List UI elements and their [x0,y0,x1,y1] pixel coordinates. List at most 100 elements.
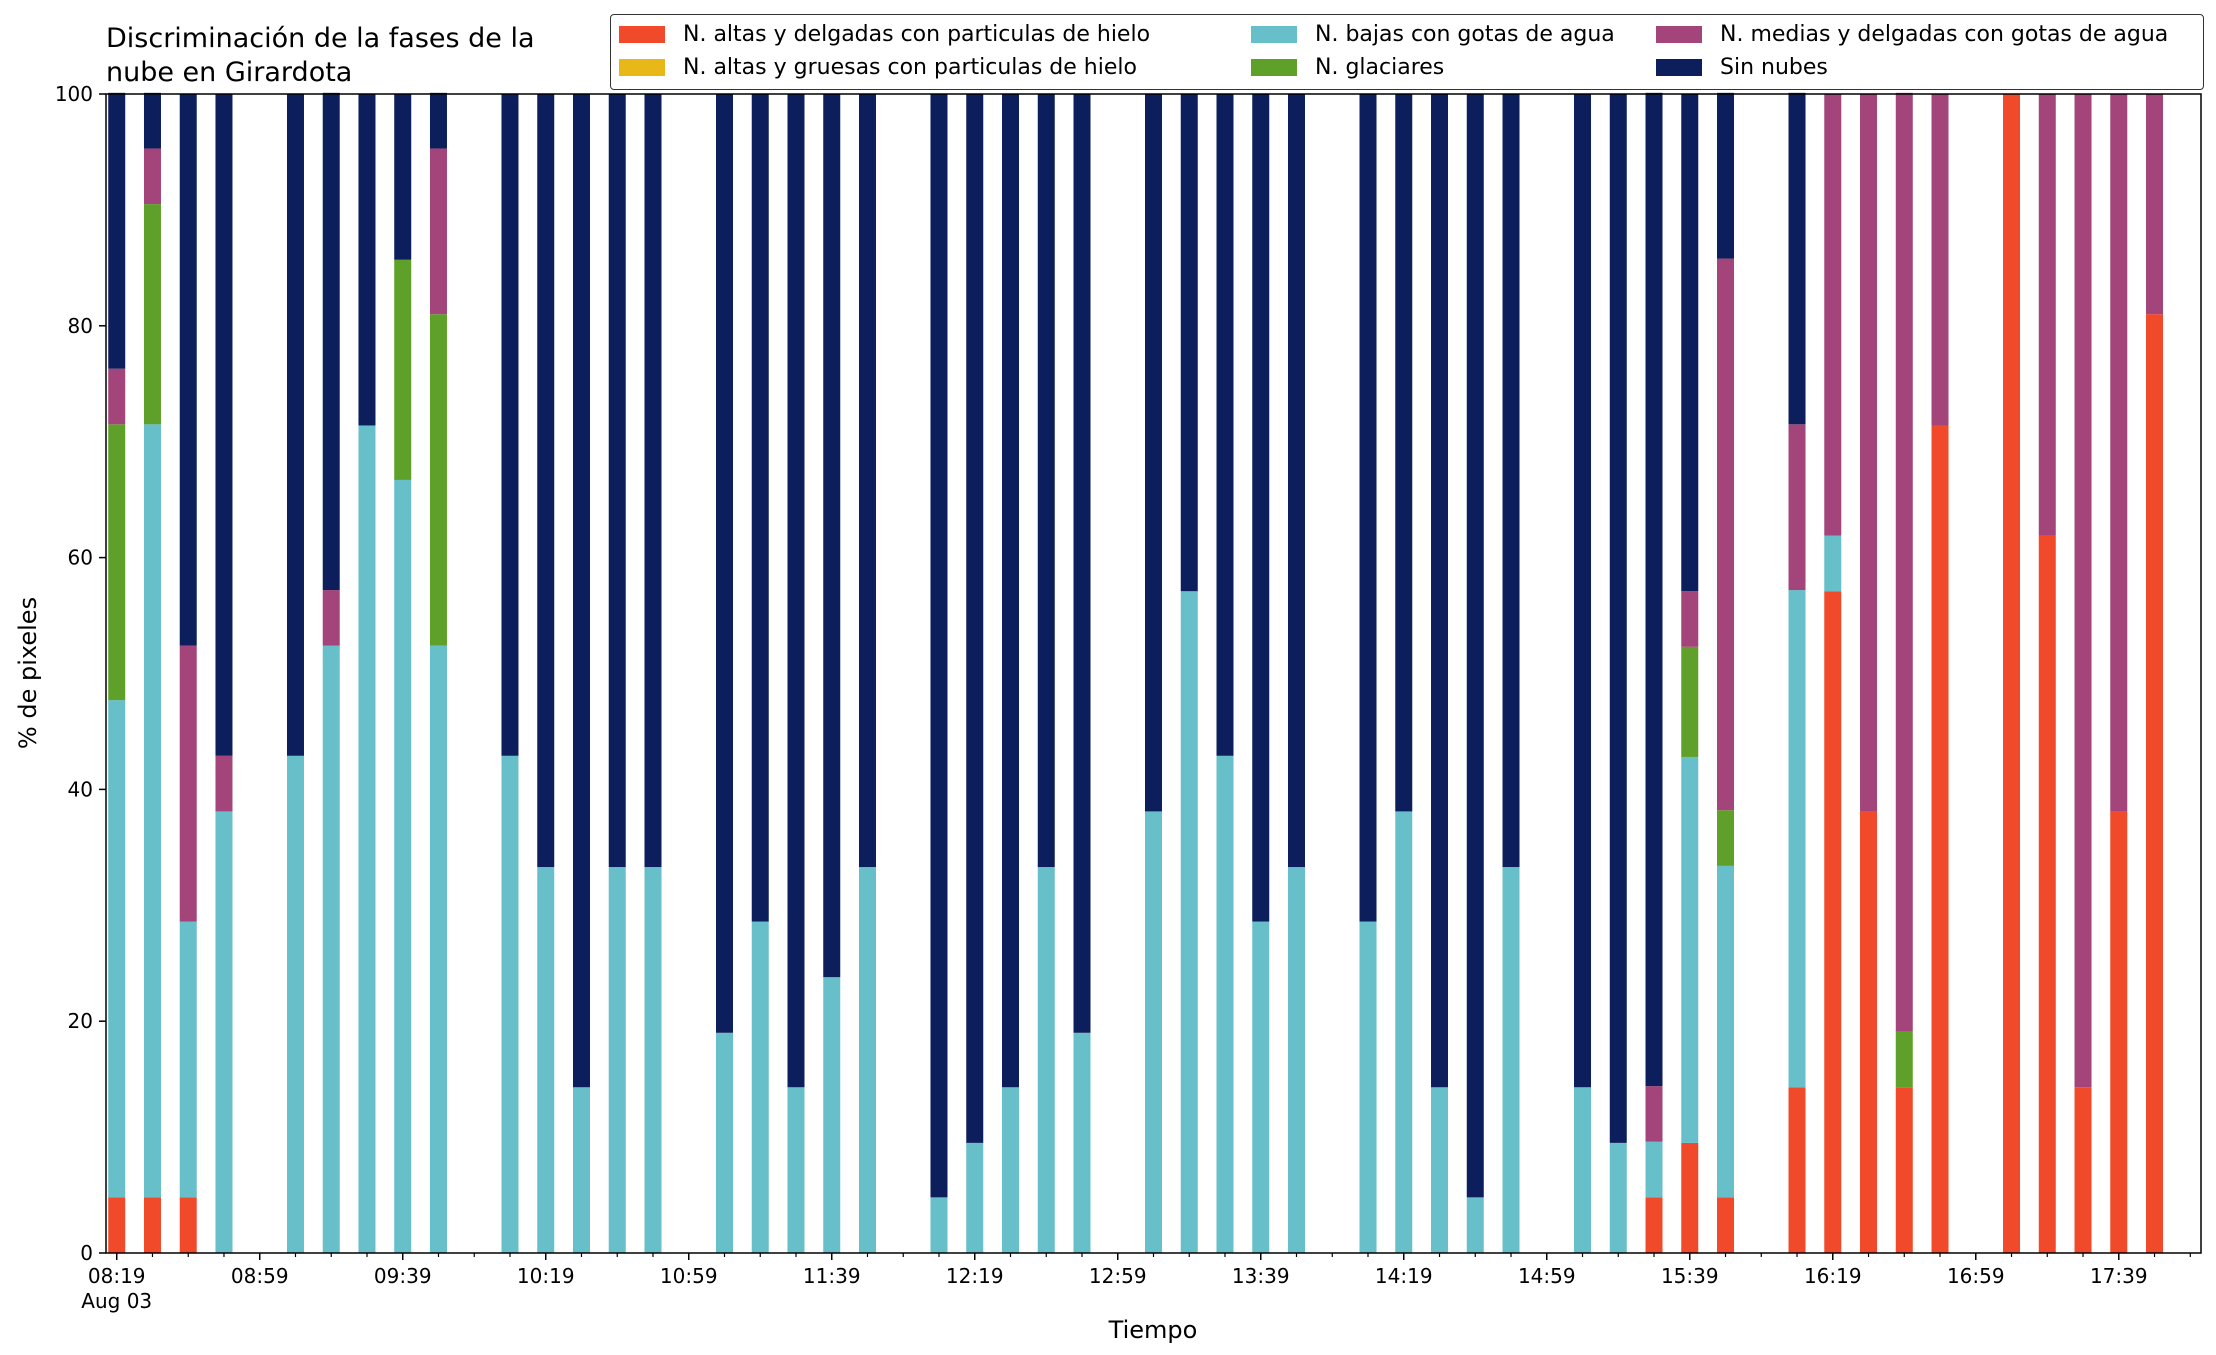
bar-segment-altas_delgadas [2110,811,2128,1253]
x-tick-label: 08:19 [88,1264,146,1288]
bar-segment-sin_nubes [1216,94,1234,756]
bar-segment-medias_agua [179,645,197,922]
bar-segment-altas_delgadas [2074,1087,2092,1253]
bar-segment-bajas_agua [1645,1141,1663,1198]
bar-segment-sin_nubes [1609,94,1627,1143]
bar-segment-altas_delgadas [1681,1142,1699,1253]
x-tick-label: 10:59 [660,1264,718,1288]
x-tick-label: 12:59 [1089,1264,1147,1288]
y-tick-label: 40 [68,777,93,801]
legend-swatch [1251,59,1297,76]
bar-segment-sin_nubes [858,94,876,868]
bar-segment-bajas_agua [1288,867,1305,1253]
bar-segment-medias_agua [1824,94,1842,536]
bar-segment-sin_nubes [1037,94,1055,868]
bar-segment-sin_nubes [108,92,126,369]
bar-segment-sin_nubes [1681,94,1699,592]
bar-segment-bajas_agua [715,1032,733,1253]
bar-segment-altas_delgadas [1645,1197,1663,1253]
bar-segment-bajas_agua [1395,811,1413,1253]
bar-segment-sin_nubes [1574,94,1592,1088]
bar-segment-glaciares [1681,646,1699,757]
y-axis-label: % de pixeles [14,597,42,749]
bar-segment-altas_delgadas [1931,425,1949,1254]
bar-segment-sin_nubes [1466,94,1484,1198]
x-tick-sublabel: Aug 03 [81,1289,152,1313]
x-tick-label: 09:39 [374,1264,432,1288]
bar-segment-sin_nubes [143,92,161,149]
bar-segment-medias_agua [143,148,161,205]
bar-segment-sin_nubes [429,92,447,149]
x-tick-label: 15:39 [1661,1264,1719,1288]
bar-segment-altas_delgadas [143,1197,161,1253]
bar-segment-bajas_agua [1180,591,1198,1253]
bar-segment-bajas_agua [1717,865,1735,1198]
y-tick-label: 60 [68,546,93,570]
x-tick-label: 12:19 [946,1264,1004,1288]
x-axis-label: Tiempo [1108,1316,1198,1344]
y-tick-label: 20 [68,1009,93,1033]
bar-segment-altas_delgadas [1717,1197,1735,1253]
bar-segment-bajas_agua [1502,867,1520,1253]
bar-segment-sin_nubes [787,94,805,1088]
x-tick-label: 17:39 [2090,1264,2148,1288]
bar-segment-sin_nubes [715,94,733,1033]
bar-segment-sin_nubes [322,92,340,591]
bar-segment-altas_delgadas [108,1197,126,1253]
legend-swatch [619,59,665,76]
bar-segment-bajas_agua [608,867,626,1253]
bar-segment-sin_nubes [179,94,197,646]
x-tick-label: 16:19 [1804,1264,1862,1288]
legend-item-medias-agua: N. medias y delgadas con gotas de agua [1656,22,2168,47]
bar-segment-sin_nubes [1717,92,1735,259]
chart-title: Discriminación de la fases de la nube en… [106,22,535,90]
legend-label: Sin nubes [1720,55,1828,80]
bar-segment-sin_nubes [358,94,376,426]
bar-segment-sin_nubes [1002,94,1019,1088]
bar-segment-altas_delgadas [1824,591,1842,1253]
legend-label: N. glaciares [1315,55,1445,80]
x-tick-label: 10:19 [517,1264,575,1288]
legend-label: N. altas y gruesas con particulas de hie… [683,55,1137,80]
x-tick-label: 14:59 [1518,1264,1576,1288]
bar-segment-sin_nubes [501,94,519,756]
legend-label: N. bajas con gotas de agua [1315,22,1615,47]
y-tick-label: 0 [80,1241,93,1265]
bar-segment-bajas_agua [787,1087,805,1253]
bar-segment-bajas_agua [1824,535,1842,592]
bar-segment-sin_nubes [1359,94,1377,922]
bar-segment-bajas_agua [1466,1197,1484,1253]
plot-frame [105,93,2202,1254]
bar-segment-medias_agua [2146,94,2164,315]
bar-segment-glaciares [143,204,161,425]
bar-segment-medias_agua [2038,94,2056,536]
bar-segment-sin_nubes [1073,94,1091,1033]
bar-segment-glaciares [1895,1031,1913,1088]
bar-segment-medias_agua [1895,92,1913,1032]
bar-segment-bajas_agua [1002,1087,1019,1253]
bar-segment-medias_agua [322,590,340,646]
bar-segment-sin_nubes [751,94,769,922]
bar-segment-bajas_agua [108,700,126,1198]
bar-segment-bajas_agua [1681,756,1699,1143]
y-tick-label: 100 [55,82,93,106]
bar-segment-bajas_agua [501,755,519,1253]
bar-segment-medias_agua [1788,424,1806,591]
bar-segment-medias_agua [1681,591,1699,647]
bar-segment-sin_nubes [1180,94,1198,592]
bar-segment-medias_agua [1931,94,1949,426]
bar-segment-glaciares [1717,810,1735,866]
bar-segment-bajas_agua [358,425,376,1254]
bar-segment-bajas_agua [537,867,555,1253]
bar-segment-bajas_agua [179,921,197,1198]
bar-segment-medias_agua [1717,258,1735,811]
chart-title-line-1: Discriminación de la fases de la [106,23,535,54]
bar-segment-bajas_agua [966,1142,984,1253]
bar-segment-sin_nubes [823,94,841,978]
bar-segment-bajas_agua [215,811,233,1253]
bar-segment-bajas_agua [930,1197,948,1253]
bar-segment-bajas_agua [1073,1032,1091,1253]
bar-segment-altas_delgadas [1895,1087,1913,1253]
bar-segment-sin_nubes [1502,94,1520,868]
